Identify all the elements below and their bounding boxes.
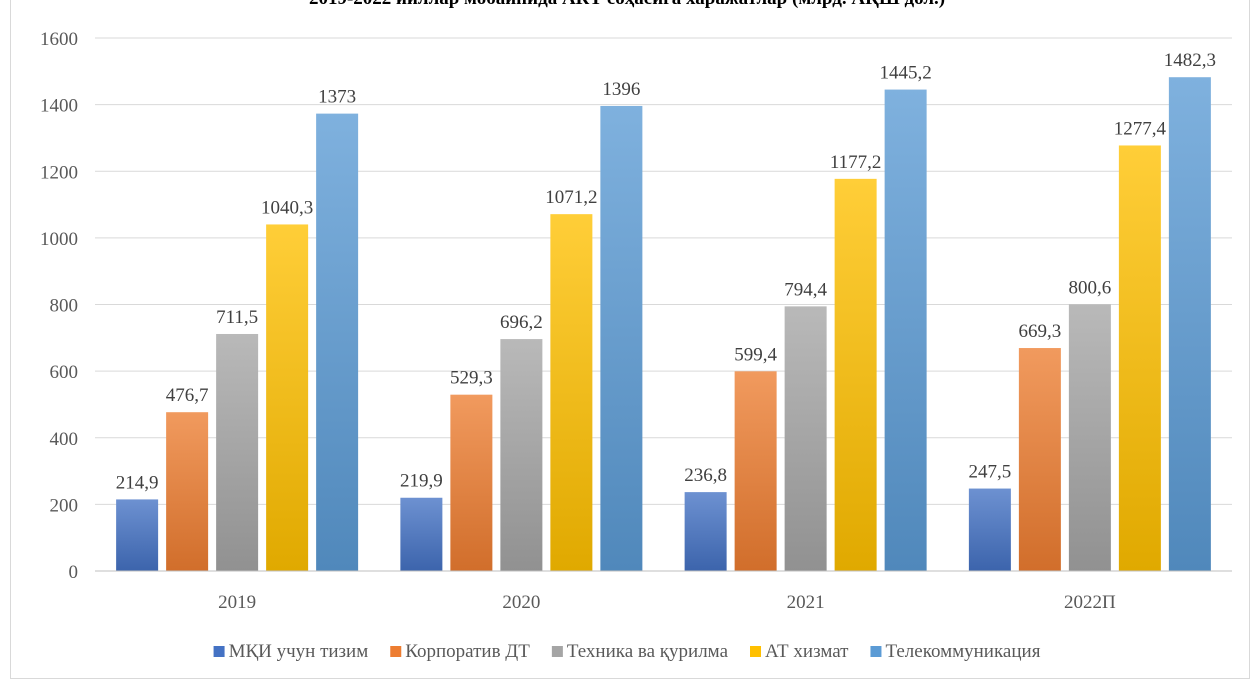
data-label: 1040,3 xyxy=(261,197,313,218)
data-label: 219,9 xyxy=(400,471,443,492)
y-tick-label: 600 xyxy=(50,362,79,383)
bar xyxy=(266,224,309,571)
bar xyxy=(166,412,209,571)
data-label: 529,3 xyxy=(450,368,493,389)
data-label: 214,9 xyxy=(116,472,159,493)
bar xyxy=(500,339,543,571)
data-label: 696,2 xyxy=(500,312,543,333)
bar xyxy=(216,333,259,571)
bar xyxy=(400,497,443,571)
data-label: 1177,2 xyxy=(830,152,882,173)
legend-swatch xyxy=(213,646,225,657)
bar xyxy=(884,89,927,571)
data-labels: 214,9 476,7 711,5 1040,3 1373 219,9 529,3 696,2… xyxy=(116,50,1216,493)
y-tick-label: 200 xyxy=(50,495,79,516)
y-tick-label: 400 xyxy=(50,429,79,450)
y-tick-label: 1400 xyxy=(40,96,78,117)
bar xyxy=(968,488,1011,571)
x-tick-label: 2021 xyxy=(787,592,825,613)
x-tick-label: 2022П xyxy=(1064,592,1116,613)
bar xyxy=(1068,304,1111,571)
legend-label: МҚИ учун тизим xyxy=(229,641,369,662)
data-label: 800,6 xyxy=(1069,277,1112,298)
data-label: 476,7 xyxy=(166,385,209,406)
data-label: 1071,2 xyxy=(545,187,597,208)
bar xyxy=(1118,145,1161,571)
y-tick-label: 1200 xyxy=(40,162,78,183)
bar xyxy=(1018,348,1061,571)
y-tick-label: 800 xyxy=(50,296,79,317)
y-tick-label: 1000 xyxy=(40,229,78,250)
y-tick-label: 1600 xyxy=(40,29,78,50)
data-label: 1482,3 xyxy=(1164,50,1216,71)
legend-swatch xyxy=(750,646,762,657)
legend-item: АТ хизмат xyxy=(750,641,849,662)
y-tick-label: 0 xyxy=(69,562,79,583)
legend-label: Телекоммуникация xyxy=(885,641,1040,662)
legend-swatch xyxy=(870,646,882,657)
data-label: 794,4 xyxy=(784,279,827,300)
legend: МҚИ учун тизим Корпоратив ДТ Техника ва қу… xyxy=(213,641,1041,662)
bars xyxy=(116,77,1211,572)
legend-item: Корпоратив ДТ xyxy=(390,641,530,662)
data-label: 1373 xyxy=(318,87,356,108)
data-label: 711,5 xyxy=(216,307,258,328)
gridlines xyxy=(95,37,1232,572)
bar xyxy=(450,394,493,571)
legend-label: Техника ва қурилма xyxy=(567,641,729,662)
legend-item: Техника ва қурилма xyxy=(551,641,729,662)
y-axis: 0 200 400 600 800 1000 1200 1400 1600 xyxy=(40,29,78,583)
data-label: 599,4 xyxy=(734,344,777,365)
x-tick-label: 2020 xyxy=(502,592,540,613)
data-label: 236,8 xyxy=(684,465,727,486)
bar xyxy=(550,214,593,571)
legend-label: АТ хизмат xyxy=(765,641,849,662)
x-tick-label: 2019 xyxy=(218,592,256,613)
bar xyxy=(684,492,727,571)
legend-swatch xyxy=(390,646,402,657)
legend-item: Телекоммуникация xyxy=(870,641,1041,662)
bar xyxy=(116,499,159,571)
bar xyxy=(784,306,827,571)
bar xyxy=(600,105,643,572)
data-label: 1277,4 xyxy=(1114,118,1167,139)
data-label: 1445,2 xyxy=(880,63,932,84)
bar xyxy=(316,113,359,571)
data-label: 669,3 xyxy=(1019,321,1062,342)
x-axis: 2019 2020 2021 2022П xyxy=(95,570,1232,613)
bar xyxy=(1168,77,1211,572)
legend-item: МҚИ учун тизим xyxy=(213,641,369,662)
bar xyxy=(734,371,777,571)
legend-label: Корпоратив ДТ xyxy=(405,641,530,662)
chart-title: 2019-2022 йиллар мобайнида АКТ соҳасига … xyxy=(0,0,1254,10)
data-label: 1396 xyxy=(602,79,640,100)
data-label: 247,5 xyxy=(969,462,1012,483)
legend-swatch xyxy=(551,646,563,657)
bar xyxy=(834,178,877,571)
